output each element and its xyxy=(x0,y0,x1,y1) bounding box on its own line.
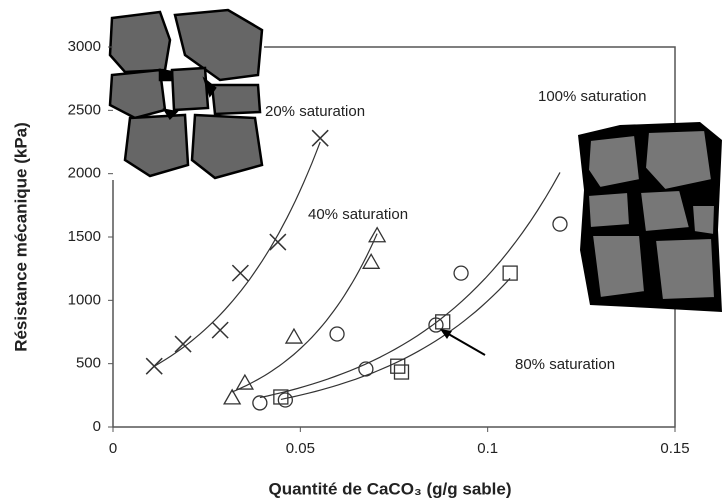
trend-curve xyxy=(153,141,321,367)
point xyxy=(453,265,469,281)
trend-curve xyxy=(231,233,378,393)
point xyxy=(269,233,287,251)
trend-curve xyxy=(259,172,561,399)
y-tick-label: 3000 xyxy=(68,38,101,55)
point xyxy=(235,373,255,390)
point xyxy=(273,389,289,405)
point xyxy=(284,327,304,344)
grain-illustration-saturated xyxy=(578,122,722,312)
x-tick-label: 0.15 xyxy=(660,440,689,457)
point xyxy=(145,357,163,375)
series-label: 20% saturation xyxy=(265,103,365,120)
point xyxy=(435,314,451,330)
point xyxy=(329,326,345,342)
point xyxy=(393,364,410,380)
point xyxy=(174,335,192,353)
x-tick-label: 0 xyxy=(109,440,117,457)
annotation-arrow xyxy=(444,331,486,356)
point xyxy=(223,388,242,405)
x-axis-title: Quantité de CaCO₃ (g/g sable) xyxy=(268,479,511,498)
x-tick-label: 0.05 xyxy=(286,440,315,457)
y-axis-title: Résistance mécanique (kPa) xyxy=(11,122,30,352)
point xyxy=(362,253,381,269)
point xyxy=(552,216,568,232)
y-tick-label: 500 xyxy=(76,355,101,372)
point xyxy=(231,264,249,282)
point xyxy=(390,358,406,374)
y-tick-label: 0 xyxy=(93,418,101,435)
grain-illustration-dry xyxy=(104,8,264,180)
series-label: 40% saturation xyxy=(308,206,408,223)
point xyxy=(502,265,518,281)
point xyxy=(252,395,268,411)
point xyxy=(311,129,329,147)
x-tick-label: 0.1 xyxy=(477,440,498,457)
point xyxy=(211,321,229,339)
y-tick-label: 2000 xyxy=(68,165,101,182)
series-label: 80% saturation xyxy=(515,356,615,373)
point xyxy=(368,226,387,243)
trend-curve xyxy=(280,277,511,400)
y-tick-label: 1500 xyxy=(68,228,101,245)
point xyxy=(277,392,293,408)
y-tick-label: 2500 xyxy=(68,101,101,118)
y-tick-label: 1000 xyxy=(68,291,101,308)
series-label: 100% saturation xyxy=(538,88,646,105)
annotation-arrowhead xyxy=(440,329,452,339)
